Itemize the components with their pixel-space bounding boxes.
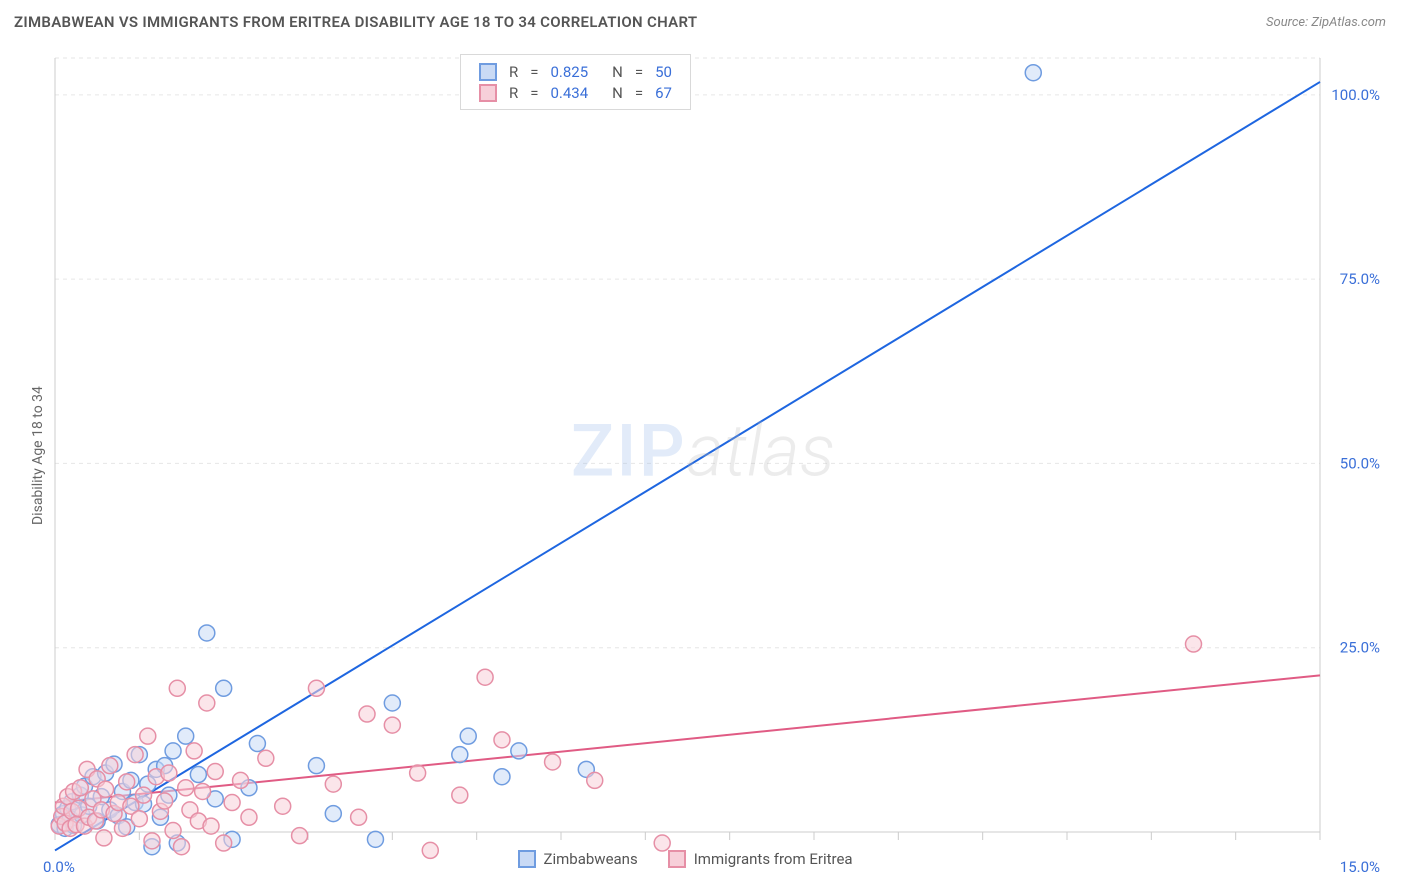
legend-eq: = <box>629 82 649 103</box>
source-attribution: Source: ZipAtlas.com <box>1266 15 1386 30</box>
legend-r-value: 0.434 <box>544 82 594 103</box>
legend-row-eritrea: R = 0.434 N = 67 <box>473 82 678 103</box>
legend-label: Immigrants from Eritrea <box>694 850 853 868</box>
chart-header: ZIMBABWEAN VS IMMIGRANTS FROM ERITREA DI… <box>0 0 1406 44</box>
swatch-icon <box>479 84 497 102</box>
legend-n-value: 67 <box>649 82 678 103</box>
legend-row-zimbabweans: R = 0.825 N = 50 <box>473 61 678 82</box>
swatch-icon <box>518 850 536 868</box>
chart-title: ZIMBABWEAN VS IMMIGRANTS FROM ERITREA DI… <box>14 13 697 31</box>
y-axis-title: Disability Age 18 to 34 <box>30 386 46 525</box>
legend-n-label: N <box>606 61 629 82</box>
legend-n-label: N <box>606 82 629 103</box>
svg-text:50.0%: 50.0% <box>1340 454 1380 472</box>
svg-text:25.0%: 25.0% <box>1340 639 1380 657</box>
legend-r-value: 0.825 <box>544 61 594 82</box>
svg-text:100.0%: 100.0% <box>1331 86 1380 104</box>
svg-text:75.0%: 75.0% <box>1340 270 1380 288</box>
legend-item: Immigrants from Eritrea <box>668 850 853 868</box>
chart-area: 25.0%50.0%75.0%100.0%0.0%15.0% ZIPatlas … <box>0 44 1406 892</box>
legend-r-label: R <box>503 82 524 103</box>
series-legend: Zimbabweans Immigrants from Eritrea <box>518 850 853 868</box>
svg-text:15.0%: 15.0% <box>1340 858 1380 876</box>
legend-n-value: 50 <box>649 61 678 82</box>
legend-r-label: R <box>503 61 524 82</box>
legend-eq: = <box>524 61 544 82</box>
svg-text:0.0%: 0.0% <box>43 858 75 876</box>
legend-label: Zimbabweans <box>544 850 638 868</box>
legend-eq: = <box>629 61 649 82</box>
swatch-icon <box>479 63 497 81</box>
scatter-chart-svg: 25.0% 50.0% 75.0% 100.0% 0.0% 15.0% <box>0 44 1406 892</box>
legend-eq: = <box>524 82 544 103</box>
swatch-icon <box>668 850 686 868</box>
legend-item: Zimbabweans <box>518 850 638 868</box>
correlation-legend: R = 0.825 N = 50 R = 0.434 N = 67 <box>460 54 691 110</box>
